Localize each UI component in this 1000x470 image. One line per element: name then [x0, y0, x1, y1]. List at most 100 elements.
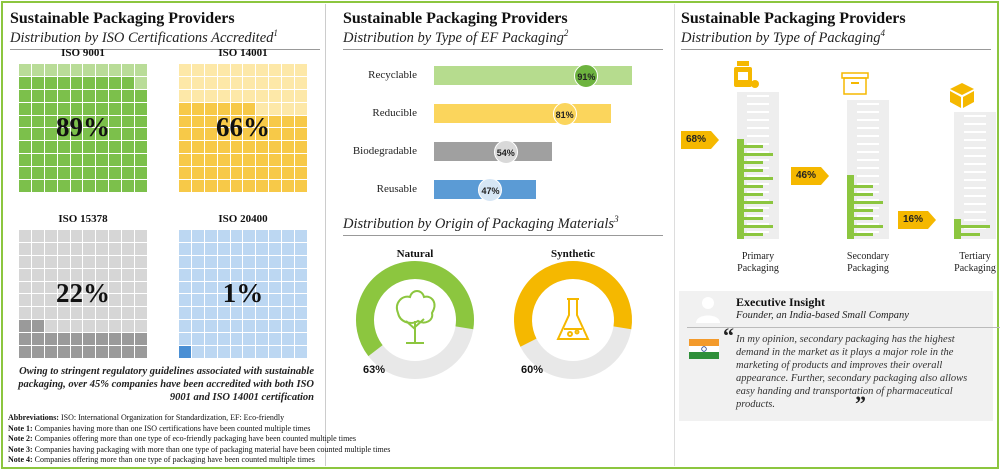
tower-rung [747, 191, 769, 193]
footnote-key: Note 4: [8, 455, 33, 464]
tower-value-rung [853, 233, 873, 236]
waffle-cell [57, 346, 70, 358]
waffle-cell [256, 64, 269, 76]
waffle-cell [19, 255, 31, 268]
waffle-cell [243, 333, 256, 346]
waffle-cell [135, 346, 147, 358]
tower-rung [964, 147, 986, 149]
waffle-cell [70, 242, 83, 255]
waffle-cell [96, 346, 109, 358]
pkg-value-badge: 68% [681, 131, 711, 150]
waffle-cell [122, 180, 135, 192]
pkg-badge-arrow [821, 167, 829, 186]
tower-rung [747, 207, 769, 209]
waffle-cell [256, 346, 269, 358]
waffle-cell [96, 102, 109, 115]
waffle-cell [230, 230, 243, 242]
panel-ef-title: Sustainable Packaging Providers [343, 10, 568, 27]
waffle-grid [179, 64, 307, 192]
panel-iso-subtitle: Distribution by ISO Certifications Accre… [10, 28, 278, 46]
waffle-cell [57, 115, 70, 128]
tower-rung [857, 207, 879, 209]
waffle-value: 22% [56, 278, 110, 308]
waffle-cell [135, 64, 147, 76]
waffle-cell [96, 333, 109, 346]
tower-rung [964, 179, 986, 181]
waffle-cell [122, 281, 135, 294]
waffle-cell [179, 346, 191, 358]
waffle-cell [96, 320, 109, 333]
waffle-cell [243, 320, 256, 333]
tower-value-rung [743, 169, 763, 172]
waffle-cell [135, 333, 147, 346]
waffle-cell [204, 294, 217, 307]
waffle-cell [31, 141, 44, 154]
waffle-cell [282, 268, 295, 281]
waffle-cell [243, 255, 256, 268]
waffle-cell [109, 255, 122, 268]
waffle-cell [83, 76, 96, 89]
waffle-cell [204, 102, 217, 115]
waffle-cell [135, 154, 147, 167]
waffle-label: ISO 15378 [58, 213, 108, 225]
waffle-cell [31, 89, 44, 102]
waffle-cell [19, 154, 31, 167]
waffle-cell [230, 102, 243, 115]
waffle-cell [70, 102, 83, 115]
waffle-cell [70, 255, 83, 268]
waffle-cell [282, 307, 295, 320]
waffle-cell [269, 268, 282, 281]
waffle-cell [256, 294, 269, 307]
waffle-cell [230, 255, 243, 268]
waffle-cell [44, 333, 57, 346]
waffle-cell [83, 307, 96, 320]
waffle-cell [282, 141, 295, 154]
tower-value-rung [853, 217, 873, 220]
waffle-cell [217, 333, 230, 346]
tower-rung [857, 183, 879, 185]
waffle-cell [96, 154, 109, 167]
waffle-cell [243, 180, 256, 192]
waffle-cell [31, 230, 44, 242]
tower-value-rung [743, 177, 773, 180]
waffle-cell [179, 89, 191, 102]
waffle-cell [243, 346, 256, 358]
tower-rung [857, 111, 879, 113]
waffle-cell [44, 294, 57, 307]
waffle-cell [96, 242, 109, 255]
tower-column [954, 112, 996, 239]
waffle-cell [70, 346, 83, 358]
donut-slice [514, 261, 632, 347]
waffle-cell [19, 281, 31, 294]
waffle-cell [295, 255, 307, 268]
waffle-cell [179, 307, 191, 320]
waffle-cell [295, 154, 307, 167]
waffle-cell [282, 320, 295, 333]
waffle-cell [83, 333, 96, 346]
footnote-text: Companies offering more than one type of… [32, 455, 315, 464]
waffle-cell [83, 242, 96, 255]
waffle-cell [135, 167, 147, 180]
waffle-cell [135, 76, 147, 89]
waffle-cell [83, 255, 96, 268]
footnote-1: Note 1: Companies having more than one I… [8, 424, 448, 435]
waffle-cell [122, 307, 135, 320]
panel-iso: Sustainable Packaging Providers Distribu… [4, 4, 390, 466]
waffle-cell [282, 242, 295, 255]
waffle-cell [204, 154, 217, 167]
waffle-cell [70, 64, 83, 76]
waffle-cell [204, 307, 217, 320]
waffle-cell [282, 76, 295, 89]
waffle-cell [269, 281, 282, 294]
waffle-cell [57, 255, 70, 268]
waffle-cell [31, 307, 44, 320]
waffle-cell [122, 64, 135, 76]
waffle-cell [217, 64, 230, 76]
waffle-cell [70, 307, 83, 320]
waffle-cell [217, 167, 230, 180]
waffle-cell [122, 76, 135, 89]
waffle-cell [256, 89, 269, 102]
tower-rung [747, 223, 769, 225]
waffle-cell [269, 115, 282, 128]
insight-heading: Executive Insight [736, 295, 826, 309]
